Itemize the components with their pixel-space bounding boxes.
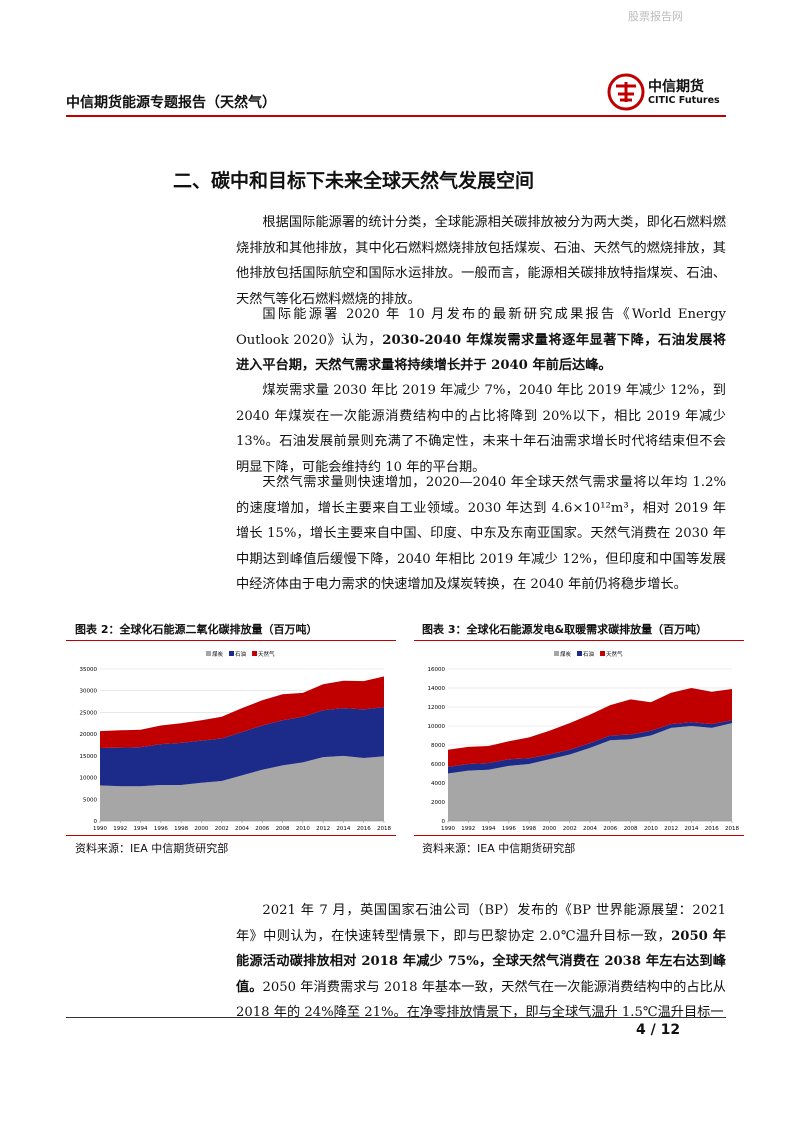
x-tick-label: 2000 [542, 826, 556, 832]
x-tick-label: 2008 [624, 826, 638, 832]
x-tick-label: 1990 [441, 826, 455, 832]
legend-swatch [577, 651, 583, 656]
legend-label: 石油 [235, 650, 247, 658]
x-tick-label: 1990 [93, 826, 107, 832]
x-tick-label: 2004 [583, 826, 597, 832]
paragraph: 根据国际能源署的统计分类，全球能源相关碳排放被分为两大类，即化石燃料燃烧排放和其… [236, 210, 726, 312]
text-run: 国际能源署 2020 年 10 月发布的最新研究成果报告《World Energ… [236, 307, 726, 348]
section-title: 二、碳中和目标下未来全球天然气发展空间 [173, 170, 535, 192]
text-run: 2021 年 7 月，英国国家石油公司（BP）发布的《BP 世界能源展望：202… [236, 903, 726, 944]
caption-rule [66, 640, 396, 641]
logo-cn: 中信期货 [648, 79, 704, 95]
y-tick-label: 16000 [428, 667, 446, 673]
x-tick-label: 2000 [194, 826, 208, 832]
y-tick-label: 35000 [80, 667, 98, 673]
figure-source: 资料来源：IEA 中信期货研究部 [422, 842, 576, 855]
area [448, 720, 732, 774]
y-tick-label: 6000 [431, 762, 445, 768]
x-tick-label: 2018 [377, 826, 391, 832]
figure-caption: 图表 2：全球化石能源二氧化碳排放量（百万吨） [75, 623, 318, 636]
x-tick-label: 1992 [461, 826, 475, 832]
caption-rule [414, 640, 744, 641]
chart: 0 2000 4000 6000 8000 10000 12000 14000 16000 199… [428, 650, 740, 832]
area [100, 676, 384, 749]
legend-swatch [206, 651, 211, 656]
paragraph: 国际能源署 2020 年 10 月发布的最新研究成果报告《World Energ… [236, 302, 726, 379]
x-tick-label: 2004 [235, 826, 249, 832]
text-run: 2050 年能源活动碳排放相对 2018 年减少 75%，全球天然气消费在 20… [236, 928, 726, 995]
y-tick-label: 5000 [83, 797, 97, 803]
header-title: 中信期货能源专题报告（天然气） [66, 95, 276, 111]
legend-swatch [600, 651, 606, 656]
text-run: 2050 年消费需求与 2018 年基本一致，天然气在一次能源消费结构中的占比从… [236, 979, 726, 1021]
legend-label: 煤炭 [212, 650, 224, 658]
x-tick-label: 1996 [154, 826, 168, 832]
y-tick-label: 25000 [80, 710, 98, 716]
logo-en: CITIC Futures [648, 95, 720, 106]
header-rule [66, 115, 726, 117]
area [100, 755, 384, 821]
paragraph: 天然气需求量则快速增加，2020—2040 年全球天然气需求量将以年均 1.2%… [236, 470, 726, 598]
chart: 0 5000 10000 15000 20000 25000 30000 35000 1990 1… [80, 650, 392, 832]
text-run: 根据国际能源署的统计分类，全球能源相关碳排放被分为两大类，即化石燃料燃烧排放和其… [236, 215, 726, 307]
legend-swatch [252, 651, 258, 656]
area [448, 723, 732, 821]
paragraph: 2021 年 7 月，英国国家石油公司（BP）发布的《BP 世界能源展望：202… [236, 898, 726, 1026]
area [448, 688, 732, 767]
y-tick-label: 10000 [428, 724, 446, 730]
x-tick-label: 1994 [482, 826, 496, 832]
y-tick-label: 15000 [80, 754, 98, 760]
legend-label: 煤炭 [560, 650, 572, 658]
paragraph: 煤炭需求量 2030 年比 2019 年减少 7%，2040 年比 2019 年… [236, 378, 726, 480]
x-tick-label: 2012 [664, 826, 678, 832]
text-run: 煤炭需求量 2030 年比 2019 年减少 7%，2040 年比 2019 年… [236, 383, 726, 475]
x-tick-label: 2010 [644, 826, 658, 832]
x-tick-label: 1996 [502, 826, 516, 832]
x-tick-label: 1998 [174, 826, 188, 832]
logo-icon [607, 73, 645, 111]
legend-swatch [554, 651, 559, 656]
y-tick-label: 8000 [431, 743, 445, 749]
x-tick-label: 2010 [296, 826, 310, 832]
page-number: 4 / 12 [636, 1022, 681, 1038]
watermark: 股票报告网 [628, 10, 683, 23]
text-run: 2030-2040 年煤炭需求量将逐年显著下降，石油发展将进入平台期，天然气需求… [236, 332, 726, 374]
x-tick-label: 1994 [134, 826, 148, 832]
y-tick-label: 4000 [431, 781, 445, 787]
y-tick-label: 20000 [80, 732, 98, 738]
x-tick-label: 2014 [336, 826, 350, 832]
x-tick-label: 2002 [563, 826, 577, 832]
area [100, 707, 384, 787]
source-rule [414, 835, 744, 836]
x-tick-label: 2008 [276, 826, 290, 832]
y-tick-label: 12000 [428, 705, 446, 711]
source-rule [66, 835, 396, 836]
x-tick-label: 2006 [255, 826, 269, 832]
y-tick-label: 0 [94, 819, 98, 825]
x-tick-label: 2014 [684, 826, 698, 832]
x-tick-label: 1992 [113, 826, 127, 832]
x-tick-label: 2012 [316, 826, 330, 832]
x-tick-label: 2016 [705, 826, 719, 832]
y-tick-label: 0 [442, 819, 446, 825]
x-tick-label: 2016 [357, 826, 371, 832]
x-tick-label: 2018 [725, 826, 739, 832]
legend-label: 天然气 [258, 650, 275, 658]
footer-rule [66, 1017, 726, 1018]
figure-caption: 图表 3：全球化石能源发电&取暖需求碳排放量（百万吨） [422, 623, 708, 636]
y-tick-label: 2000 [431, 800, 445, 806]
y-tick-label: 14000 [428, 686, 446, 692]
legend-label: 石油 [583, 650, 595, 658]
x-tick-label: 2002 [215, 826, 229, 832]
legend-label: 天然气 [606, 650, 623, 658]
legend-swatch [229, 651, 235, 656]
x-tick-label: 2006 [603, 826, 617, 832]
figure-source: 资料来源：IEA 中信期货研究部 [75, 842, 229, 855]
y-tick-label: 30000 [80, 689, 98, 695]
x-tick-label: 1998 [522, 826, 536, 832]
y-tick-label: 10000 [80, 776, 98, 782]
text-run: 天然气需求量则快速增加，2020—2040 年全球天然气需求量将以年均 1.2%… [236, 475, 726, 593]
